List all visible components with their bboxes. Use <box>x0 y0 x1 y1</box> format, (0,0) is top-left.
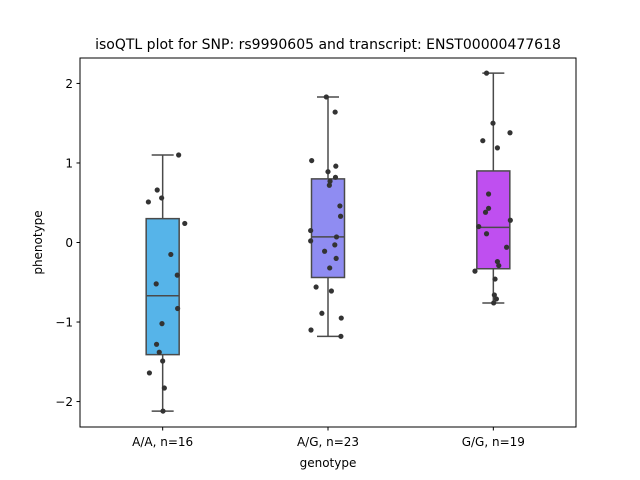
data-point <box>313 284 319 290</box>
data-point <box>485 191 492 197</box>
x-axis: A/A, n=16 A/G, n=23 G/G, n=19 <box>132 427 525 449</box>
data-point <box>482 209 489 215</box>
y-axis-label: phenotype <box>31 210 45 274</box>
box-iqr <box>145 217 180 356</box>
plot-area <box>145 70 513 414</box>
data-point <box>159 195 165 201</box>
box-iqr <box>476 170 511 270</box>
data-point <box>160 408 166 414</box>
data-point <box>485 205 492 211</box>
data-point <box>322 248 328 254</box>
data-point <box>154 187 160 193</box>
data-point <box>333 163 339 169</box>
data-point <box>494 258 501 265</box>
data-point <box>327 178 333 184</box>
data-point <box>337 213 344 219</box>
data-point <box>308 227 314 234</box>
x-tick-label: G/G, n=19 <box>462 435 525 449</box>
data-point <box>327 265 333 271</box>
data-point <box>333 234 340 240</box>
data-point <box>159 321 165 327</box>
data-point <box>309 157 315 164</box>
data-point <box>161 385 167 391</box>
data-point <box>332 109 338 115</box>
data-point <box>174 272 180 278</box>
data-point <box>480 138 486 144</box>
data-point <box>325 169 331 175</box>
x-tick-label: A/G, n=23 <box>297 435 359 449</box>
x-axis-label: genotype <box>300 456 357 470</box>
data-point <box>328 288 334 294</box>
data-point <box>182 220 188 227</box>
box-group <box>472 70 513 306</box>
data-point <box>145 199 151 205</box>
data-point <box>153 281 159 287</box>
data-point <box>503 244 510 250</box>
data-point <box>483 231 490 237</box>
y-axis: −2 −1 0 1 2 <box>55 77 80 409</box>
data-point <box>319 310 325 316</box>
data-point <box>472 268 478 274</box>
box-group <box>308 94 346 339</box>
data-point <box>337 203 343 209</box>
data-point <box>496 262 502 269</box>
data-point <box>491 300 497 306</box>
data-point <box>146 370 153 376</box>
data-point <box>338 315 344 321</box>
box-group <box>145 152 188 414</box>
data-point <box>308 238 314 244</box>
data-point <box>326 182 332 188</box>
y-tick-label: 1 <box>65 156 73 170</box>
data-point <box>476 223 482 230</box>
box-iqr <box>310 178 346 279</box>
data-point <box>494 145 501 151</box>
y-tick-label: 0 <box>65 236 73 250</box>
data-point <box>332 242 338 248</box>
y-tick-label: −1 <box>55 316 73 330</box>
data-point <box>483 70 490 76</box>
data-point <box>493 296 499 302</box>
data-point <box>156 349 162 355</box>
data-point <box>332 174 339 180</box>
data-point <box>338 333 344 339</box>
data-point <box>490 120 496 126</box>
data-point <box>491 292 497 298</box>
data-point <box>308 327 314 333</box>
data-point <box>323 94 329 100</box>
data-point <box>507 130 513 136</box>
data-point <box>333 255 339 262</box>
data-point <box>176 152 182 158</box>
x-tick-label: A/A, n=16 <box>132 435 193 449</box>
data-point <box>507 217 513 223</box>
y-tick-label: 2 <box>65 77 73 91</box>
chart-title: isoQTL plot for SNP: rs9990605 and trans… <box>95 37 561 53</box>
y-tick-label: −2 <box>55 395 73 409</box>
data-point <box>153 341 160 347</box>
data-point <box>492 276 498 282</box>
data-point <box>175 305 181 312</box>
data-point <box>168 251 174 258</box>
data-point <box>160 358 166 364</box>
